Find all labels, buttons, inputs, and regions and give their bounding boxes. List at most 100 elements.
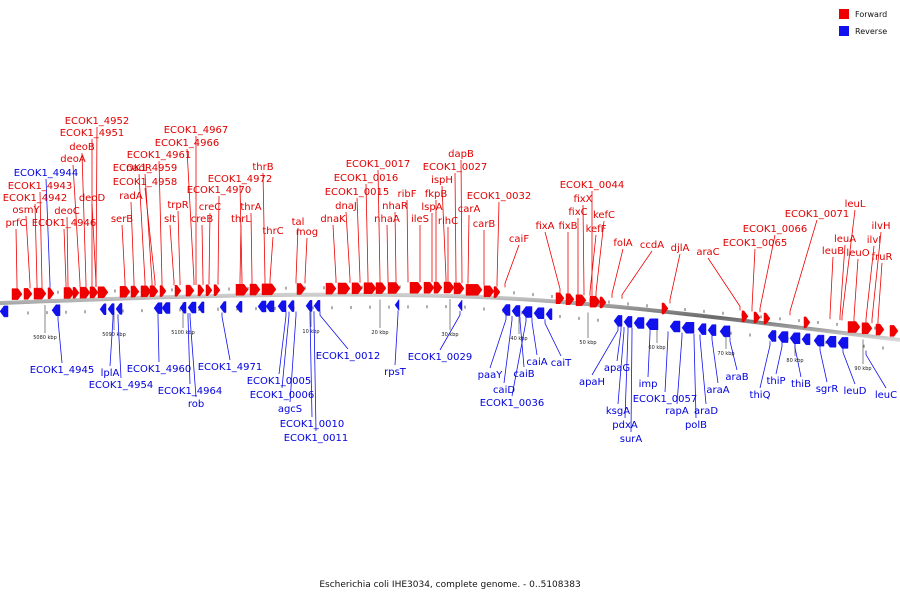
gene-label-mog: mog	[296, 227, 318, 238]
gene-label-deoa: deoA	[60, 154, 86, 165]
leader-line-ecok1-4971	[221, 312, 231, 361]
forward-gene-arrow-30	[423, 281, 435, 294]
forward-gene-arrow-13	[159, 285, 167, 297]
reverse-gene-arrow-32	[707, 324, 717, 336]
leader-line-frur	[877, 262, 883, 324]
leader-line-rapa	[676, 332, 683, 405]
reverse-gene-arrow-31	[697, 323, 707, 335]
gene-label-pdxa: pdxA	[612, 420, 638, 431]
gene-label-leud: leuD	[844, 386, 867, 397]
scale-tick-label-5090-kbp: 5090 kbp	[102, 332, 126, 338]
gene-label-ecok1-0017: ECOK1_0017	[346, 159, 411, 170]
leader-line-deoc	[66, 216, 69, 288]
gene-label-ecok1-4970: ECOK1_4970	[187, 185, 252, 196]
genome-caption: Escherichia coli IHE3034, complete genom…	[319, 580, 580, 590]
forward-gene-arrow-31	[433, 281, 443, 294]
leader-line-ccda	[621, 250, 653, 299]
gene-label-agcs: agcS	[278, 404, 302, 415]
gene-label-leuc: leuC	[875, 390, 897, 401]
gene-label-thip: thiP	[766, 376, 785, 387]
forward-gene-arrow-1	[23, 288, 33, 300]
reverse-gene-arrow-34	[767, 330, 777, 342]
leader-line-leub	[829, 256, 834, 320]
leader-line-thrc	[269, 236, 274, 284]
gene-label-ecok1-4945: ECOK1_4945	[30, 365, 95, 376]
leader-line-ecok1-0027	[454, 172, 457, 283]
forward-gene-arrow-8	[97, 286, 109, 298]
leader-line-serb	[121, 224, 126, 287]
reverse-gene-arrow-10	[219, 301, 227, 313]
gene-label-ecok1-4960: ECOK1_4960	[127, 364, 192, 375]
forward-gene-arrow-29	[409, 282, 423, 294]
leader-line-ecok1-4942	[34, 203, 38, 289]
reverse-gene-arrow-5	[153, 302, 163, 314]
legend-label-forward: Forward	[855, 10, 887, 19]
leader-line-paay	[489, 315, 507, 369]
reverse-gene-arrow-25	[613, 315, 623, 327]
leader-line-fola	[611, 248, 624, 298]
gene-label-djla: djlA	[671, 243, 690, 254]
reverse-gene-arrow-26	[623, 316, 633, 328]
leader-line-cait	[544, 319, 562, 357]
reverse-gene-arrow-27	[633, 317, 645, 329]
forward-gene-arrow-9	[119, 286, 131, 298]
gene-label-fixa: fixA	[535, 221, 554, 232]
gene-label-paay: paaY	[478, 370, 504, 381]
leader-line-apag	[616, 326, 622, 362]
forward-gene-arrow-18	[213, 284, 221, 296]
reverse-gene-arrow-17	[313, 300, 321, 312]
gene-label-lspa: lspA	[421, 202, 442, 213]
gene-label-ecok1-4954: ECOK1_4954	[89, 380, 154, 391]
gene-label-slt: slt	[164, 214, 176, 225]
gene-label-trpr: trpR	[167, 200, 188, 211]
forward-gene-arrow-19	[235, 283, 249, 296]
leader-line-leuc	[865, 350, 887, 389]
gene-label-carb: carB	[473, 219, 496, 230]
forward-gene-arrow-11	[140, 285, 152, 298]
reverse-gene-arrow-33	[719, 325, 731, 338]
reverse-gene-arrow-7	[179, 301, 187, 314]
leader-line-tal	[295, 227, 299, 284]
forward-gene-arrow-2	[33, 287, 47, 300]
leader-line-thib	[794, 343, 802, 378]
forward-gene-arrow-34	[465, 284, 483, 296]
gene-label-ecok1-0027: ECOK1_0027	[423, 162, 488, 173]
gene-label-ecok1-0057: ECOK1_0057	[633, 394, 698, 405]
leader-line-deoa	[72, 164, 81, 288]
reverse-gene-arrow-0	[0, 305, 9, 318]
forward-gene-arrow-23	[325, 282, 337, 295]
gene-label-osmy: osmY	[12, 205, 40, 216]
leader-line-sgrr	[819, 346, 828, 383]
reverse-gene-arrow-21	[511, 305, 521, 317]
leader-line-ecok1-4966	[186, 148, 195, 286]
leader-line-dnak	[332, 224, 337, 284]
leader-line-thra	[250, 212, 253, 285]
gene-label-arac: araC	[696, 247, 719, 258]
leader-line-ilvh	[871, 231, 882, 324]
forward-genes	[11, 281, 899, 337]
gene-label-cait: caiT	[551, 358, 572, 369]
leader-line-ecok1-4958	[144, 187, 156, 286]
leader-line-ecok1-4964	[187, 313, 191, 385]
leader-line-agcs	[289, 311, 297, 403]
forward-gene-arrow-27	[375, 282, 387, 294]
leader-line-leud	[842, 348, 856, 385]
leader-line-ecok1-4952	[95, 126, 98, 287]
gene-label-ecok1-0066: ECOK1_0066	[743, 224, 808, 235]
forward-gene-arrow-24	[337, 282, 351, 295]
gene-label-sura: surA	[620, 434, 643, 445]
leader-line-deob	[81, 152, 87, 288]
gene-label-ecok1-0029: ECOK1_0029	[408, 352, 473, 363]
gene-label-serb: serB	[111, 214, 133, 225]
scale-tick-label-60-kbp: 60 kbp	[648, 345, 665, 351]
gene-label-ecok1-4961: ECOK1_4961	[127, 150, 192, 161]
leader-line-ecok1-4961	[158, 160, 163, 286]
gene-label-rapa: rapA	[665, 406, 689, 417]
leader-line-fixx	[582, 204, 585, 296]
leader-line-fixa	[544, 231, 561, 293]
forward-gene-arrow-46	[803, 316, 811, 329]
leader-line-arab	[729, 337, 738, 371]
leader-line-pdxa	[624, 327, 629, 419]
forward-gene-arrow-25	[351, 282, 363, 295]
reverse-gene-arrow-28	[645, 318, 659, 331]
